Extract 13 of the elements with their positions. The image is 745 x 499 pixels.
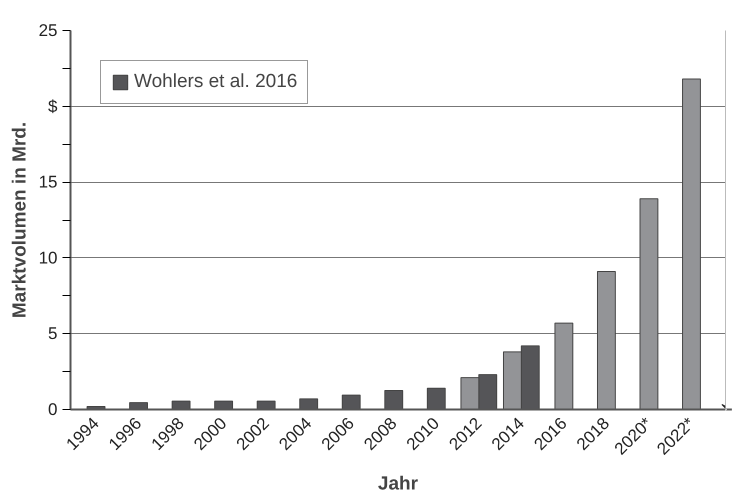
- y-tick-label: $: [48, 96, 58, 116]
- x-axis-title: Jahr: [378, 473, 419, 494]
- bar: [554, 322, 574, 410]
- y-tick-label: 10: [38, 248, 58, 268]
- y-tick-label: 15: [38, 172, 58, 192]
- bar: [640, 198, 658, 410]
- legend-label: Wohlers et al. 2016: [134, 71, 298, 93]
- y-tick-label: 5: [48, 324, 58, 344]
- bar: [682, 78, 701, 410]
- bar: [596, 271, 616, 410]
- y-axis-title: Marktvolumen in Mrd.: [10, 122, 31, 318]
- y-tick-label: 0: [48, 400, 58, 419]
- y-tick-label: 25: [38, 21, 58, 40]
